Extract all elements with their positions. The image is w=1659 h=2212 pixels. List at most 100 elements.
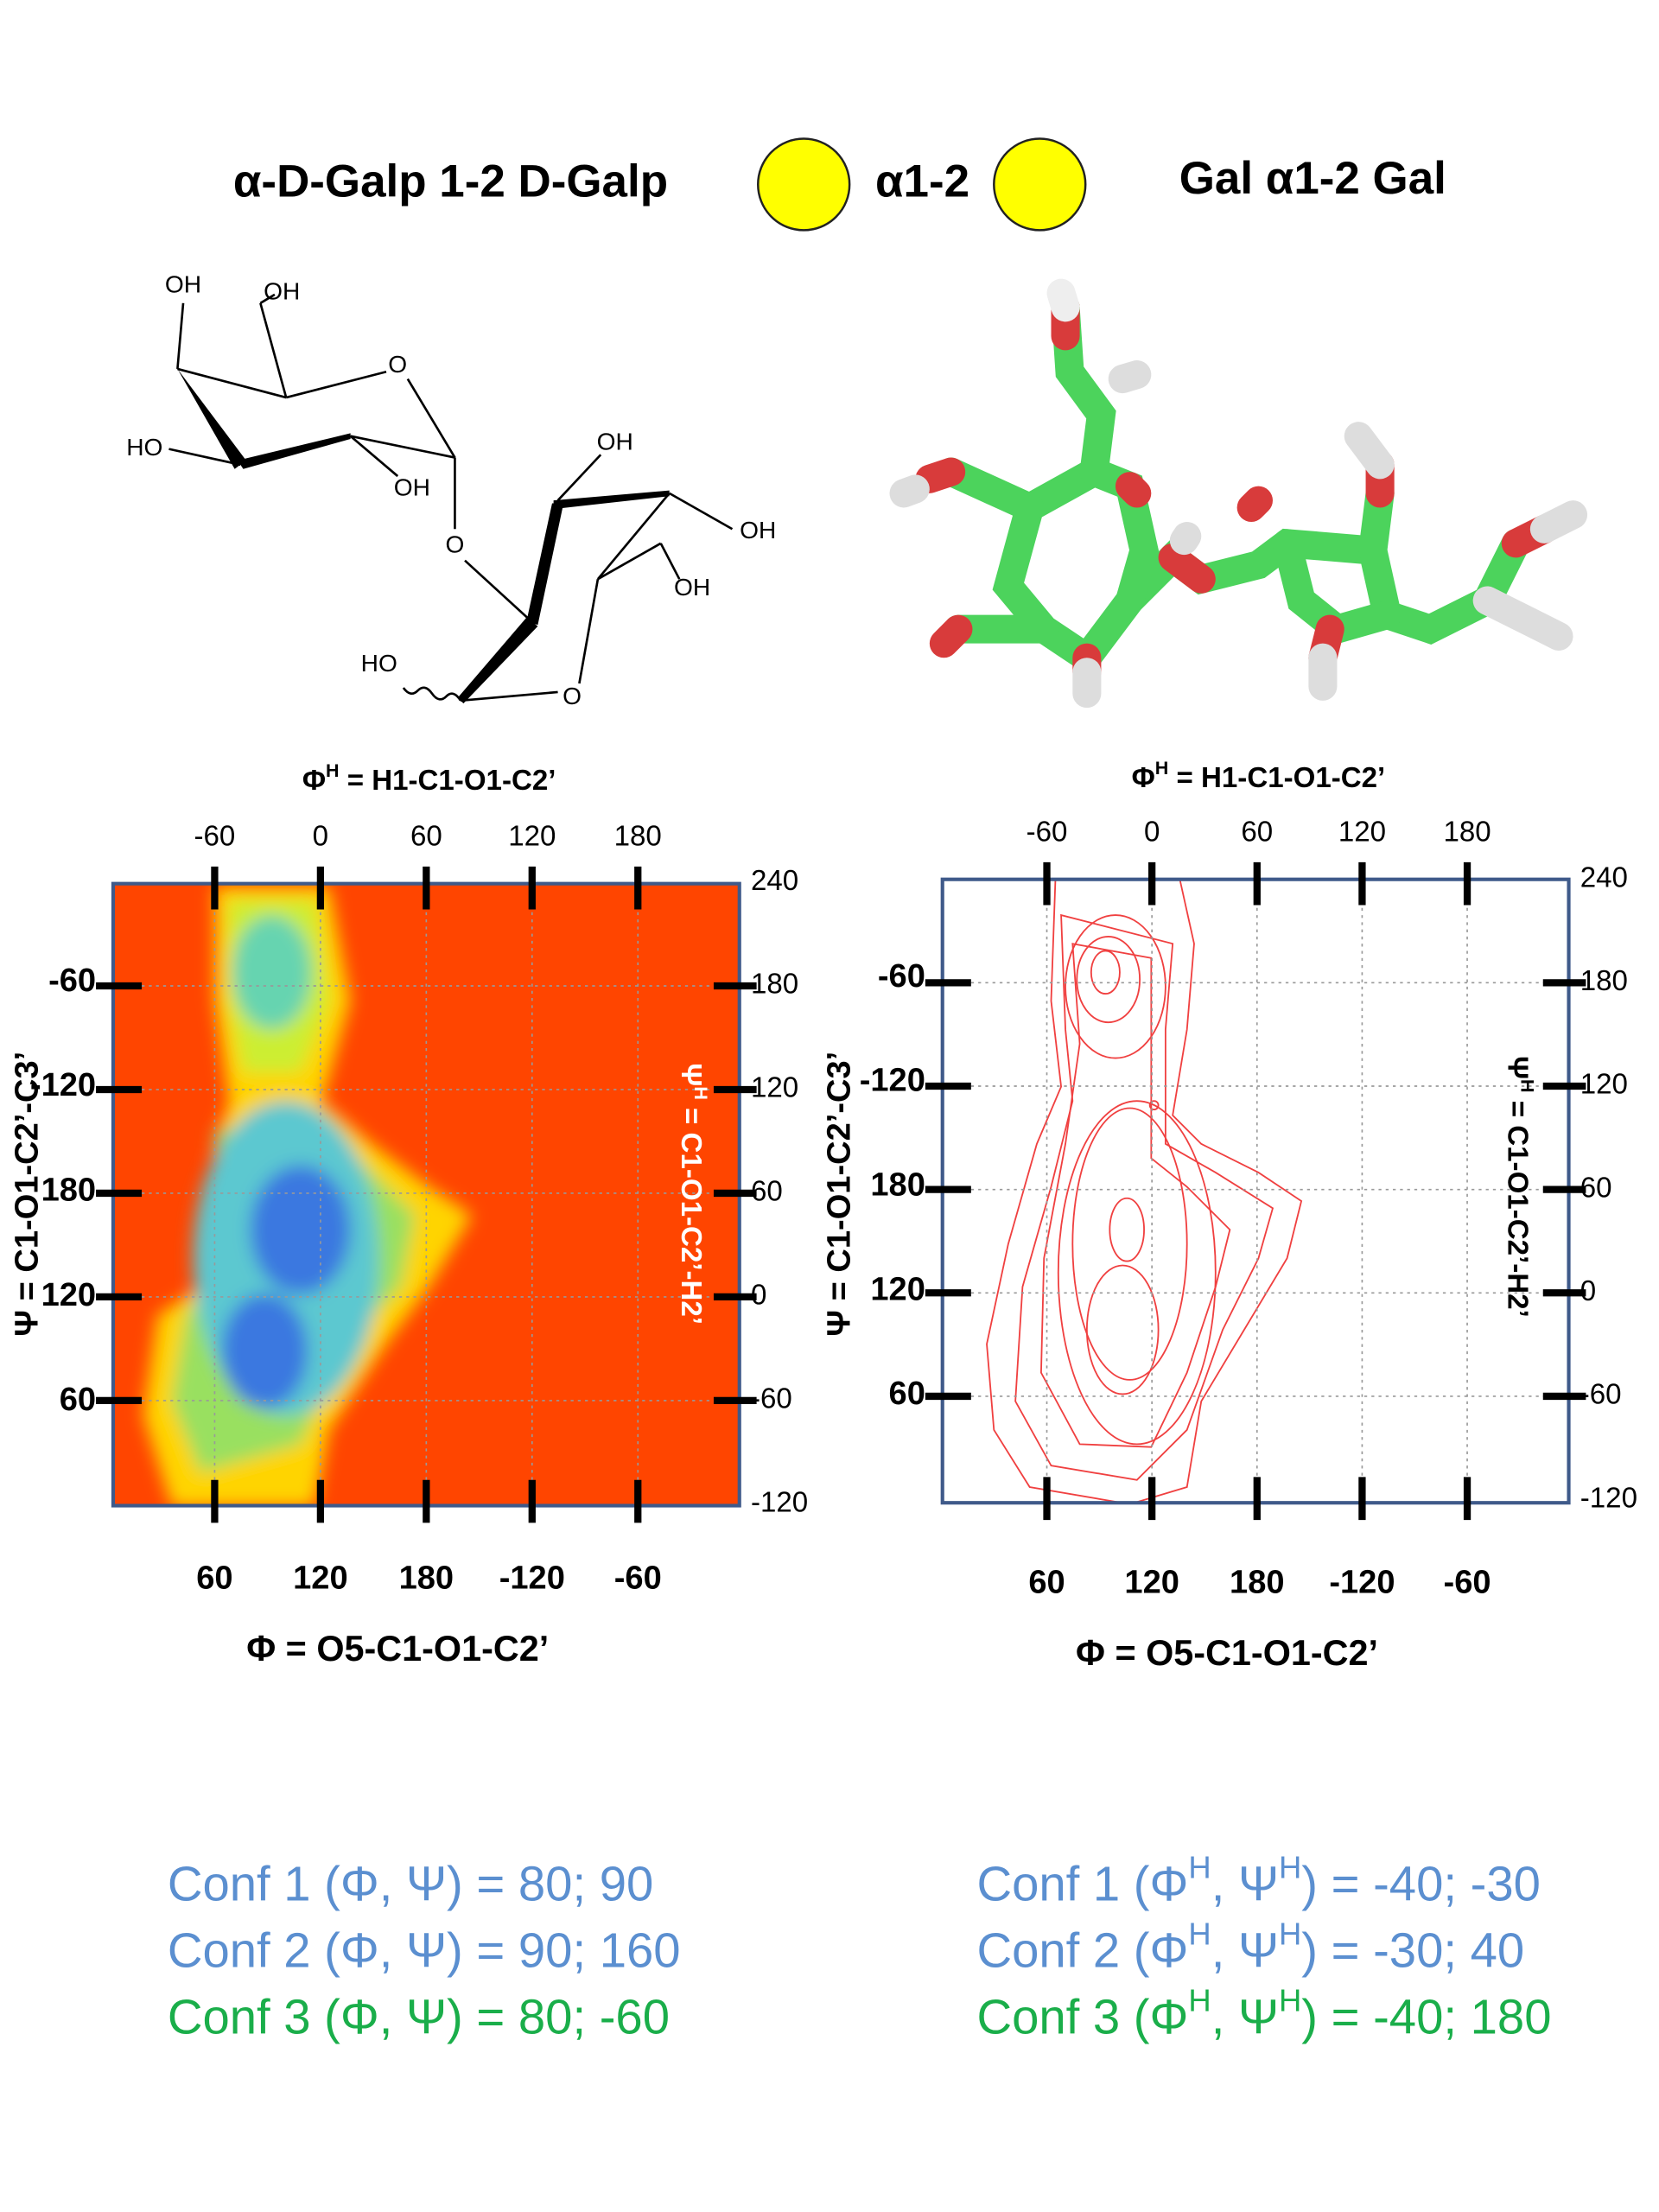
bottom-tick-label: 60 [196,1560,232,1597]
bottom-tick-label: 120 [293,1560,347,1597]
atom-label: OH [165,270,201,297]
plot-frame [940,877,1571,1505]
atom-label: OH [264,278,300,305]
top-tick-label: -60 [1027,816,1068,848]
top-axis-title: ΦH = H1-C1-O1-C2’ [302,760,556,797]
right-axis-title: ΨH = C1-O1-C2’-H2’ [1502,1056,1538,1317]
text-part: , Ψ [1211,1989,1279,2044]
superscript: H [326,760,340,781]
right-tick-label: 0 [1580,1275,1596,1307]
left-tick-label: 60 [60,1382,96,1418]
top-axis-title: ΦH = H1-C1-O1-C2’ [1132,758,1386,794]
right-tick-label: 120 [1580,1069,1628,1101]
atom-label: OH [740,517,776,543]
atom-label: HO [361,650,397,677]
right-tick-label: 180 [751,969,798,1001]
left-tick-label: -60 [878,958,925,995]
atom-label: O [563,683,582,709]
top-tick-label: 180 [1443,816,1491,848]
text-part: = H1-C1-O1-C2’ [340,765,556,797]
text-part: , Ψ [1211,1923,1279,1977]
text-part: Conf 3 (Φ [976,1989,1188,2044]
bottom-tick-label: -120 [1329,1565,1395,1601]
superscript: H [1279,1916,1301,1951]
left-tick-label: 180 [41,1173,96,1209]
text-part: ) = -40; 180 [1301,1989,1551,2044]
text-part: = C1-O1-C2’-H2’ [675,1100,707,1325]
top-tick-label: -60 [194,820,236,852]
atom-label: OH [394,474,430,500]
top-tick-label: 0 [313,820,328,852]
atom-label: HO [126,434,162,461]
bottom-axis-title: Φ = O5-C1-O1-C2’ [246,1629,549,1669]
superscript: H [1188,1849,1211,1885]
title-right: Gal α1-2 Gal [1179,153,1446,204]
right-tick-label: 60 [1580,1172,1612,1204]
bottom-axis-title: Φ = O5-C1-O1-C2’ [1076,1633,1378,1673]
conformation-line: Conf 1 (Φ, Ψ) = 80; 90 [168,1856,653,1910]
right-tick-label: 60 [751,1176,783,1208]
bottom-tick-label: -120 [499,1560,565,1597]
right-tick-label: 240 [751,865,798,897]
title-left: α-D-Galp 1-2 D-Galp [233,156,668,207]
bottom-tick-label: -60 [614,1560,662,1597]
energy-map [112,883,740,1506]
conformation-line: Conf 2 (Φ, Ψ) = 90; 160 [168,1923,681,1977]
bottom-tick-label: 180 [399,1560,454,1597]
text-part: Conf 3 (Φ, Ψ) = 80; -60 [168,1989,670,2044]
right-tick-label: -120 [751,1487,808,1519]
right-tick-label: 0 [751,1280,766,1312]
conformation-line: Conf 1 (ΦH, ΨH) = -40; -30 [976,1849,1541,1910]
atom-label: OH [597,428,633,454]
left-axis-title: Ψ = C1-O1-C2’-C3’ [821,1052,857,1337]
superscript: H [1279,1849,1301,1885]
top-tick-label: 120 [1338,816,1386,848]
galactose-symbol [993,137,1087,232]
left-tick-label: 120 [41,1277,96,1313]
contour-map [986,879,1303,1503]
linkage-label: α1-2 [875,156,969,207]
text-part: Conf 1 (Φ, Ψ) = 80; 90 [168,1856,653,1910]
text-part: ) = -30; 40 [1301,1923,1524,1977]
left-tick-label: 60 [889,1376,925,1412]
conformation-line: Conf 3 (ΦH, ΨH) = -40; 180 [976,1982,1551,2044]
atom-label: OH [674,574,710,601]
left-tick-label: 120 [870,1271,925,1307]
top-tick-label: 120 [508,820,556,852]
top-tick-label: 60 [410,820,442,852]
left-tick-label: -120 [860,1063,925,1099]
superscript: H [690,1086,711,1100]
right-tick-label: -60 [751,1383,792,1415]
atom-label: O [388,351,407,378]
bottom-tick-label: 60 [1028,1565,1065,1601]
wedge-bonds [177,368,670,704]
text-part: ) = -40; -30 [1301,1856,1541,1910]
right-tick-label: 240 [1580,861,1628,893]
stick-model [889,278,1588,709]
right-tick-label: 120 [751,1072,798,1104]
top-tick-label: 180 [614,820,662,852]
left-tick-label: -120 [30,1067,96,1103]
superscript: H [1517,1079,1538,1093]
text-part: Conf 1 (Φ [976,1856,1188,1910]
left-tick-label: -60 [48,963,96,999]
superscript: H [1155,758,1169,779]
superscript: H [1188,1916,1211,1951]
superscript: H [1279,1982,1301,2018]
text-part: = H1-C1-O1-C2’ [1168,762,1385,794]
text-part: Ψ [675,1064,707,1087]
top-tick-label: 60 [1241,816,1273,848]
conformation-line: Conf 2 (ΦH, ΨH) = -30; 40 [976,1916,1524,1977]
right-tick-label: -120 [1580,1482,1637,1514]
bottom-tick-label: -60 [1444,1565,1491,1601]
text-part: Φ [1132,762,1155,794]
left-axis-title: Ψ = C1-O1-C2’-C3’ [9,1052,45,1337]
galactose-symbol [757,137,851,232]
text-part: , Ψ [1211,1856,1279,1910]
top-tick-label: 0 [1144,816,1160,848]
right-tick-label: 180 [1580,965,1628,997]
text-part: = C1-O1-C2’-H2’ [1502,1093,1534,1318]
right-tick-label: -60 [1580,1379,1622,1411]
